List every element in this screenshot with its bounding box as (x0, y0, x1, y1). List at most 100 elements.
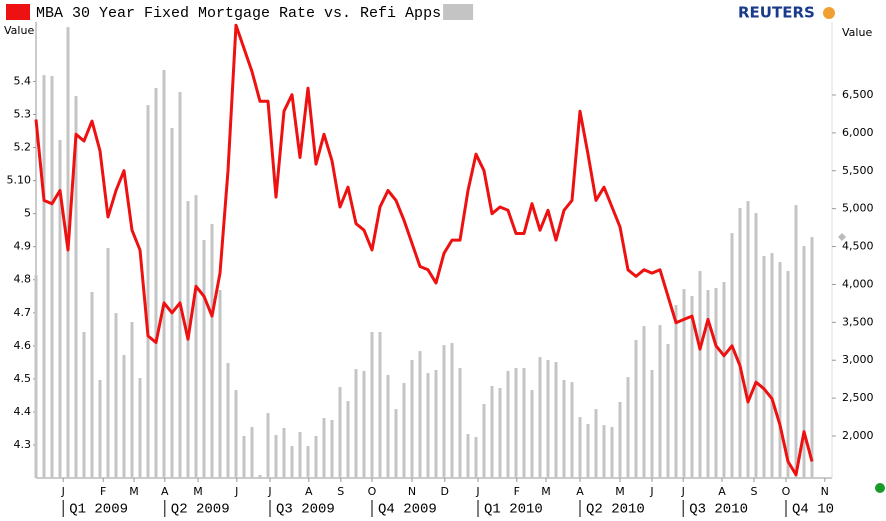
bar (274, 435, 278, 478)
x-tick-label: D (441, 485, 449, 498)
bar (506, 370, 510, 478)
x-tick-label: A (718, 485, 726, 498)
x-tick-label: J (649, 485, 653, 498)
bar (618, 401, 622, 478)
y-tick-label: 4.5 (14, 372, 32, 385)
bar (386, 375, 390, 478)
bar (218, 290, 222, 478)
bar (586, 424, 590, 478)
bar (498, 388, 502, 478)
bar (162, 69, 166, 478)
bar (50, 76, 54, 478)
quarter-label: Q4 10 (792, 502, 834, 518)
bar (682, 289, 686, 478)
bar (226, 363, 230, 478)
bar (602, 425, 606, 478)
bar (714, 288, 718, 478)
bar (370, 332, 374, 478)
brand-logo (823, 7, 835, 19)
x-tick-label: M (129, 485, 139, 498)
bar (178, 92, 182, 478)
bar (210, 224, 214, 478)
bar (146, 105, 150, 478)
bar (442, 345, 446, 478)
bar (194, 195, 198, 478)
bar (378, 332, 382, 478)
x-tick-label: N (408, 485, 416, 498)
x-tick-label: S (751, 485, 758, 498)
y-tick-label: 4.8 (14, 273, 32, 286)
bar (706, 290, 710, 478)
x-tick-label: M (541, 485, 551, 498)
x-tick-label: F (514, 485, 520, 498)
bar (594, 409, 598, 478)
x-tick-label: S (337, 485, 344, 498)
y-tick-label: 5.3 (14, 108, 32, 121)
bar (258, 474, 262, 478)
y-tick-label: 5 (24, 207, 31, 220)
bar (346, 401, 350, 478)
y2-tick-label: 2,500 (842, 391, 874, 404)
x-tick-label: F (100, 485, 106, 498)
y-tick-label: 4.3 (14, 438, 32, 451)
bar (554, 362, 558, 478)
bar (138, 378, 142, 478)
quarter-label: Q4 2009 (378, 502, 437, 518)
y-tick-label: 5.2 (14, 141, 32, 154)
bar (34, 275, 38, 478)
bar (410, 360, 414, 478)
bar (106, 248, 110, 478)
bar (794, 205, 798, 478)
y2-tick-label: 6,000 (842, 126, 874, 139)
chart-title: MBA 30 Year Fixed Mortgage Rate vs. Refi… (36, 5, 441, 22)
y-tick-label: 4.9 (14, 240, 32, 253)
bar (418, 351, 422, 478)
y2-tick-label: 6,500 (842, 88, 874, 101)
bar (122, 355, 126, 478)
bar (530, 390, 534, 478)
quarter-label: Q2 2009 (171, 502, 230, 518)
x-tick-label: A (576, 485, 584, 498)
quarter-label: Q2 2010 (586, 502, 645, 518)
quarter-label: Q3 2010 (689, 502, 748, 518)
bar (490, 385, 494, 478)
bar (154, 88, 158, 478)
quarter-label: Q3 2009 (276, 502, 335, 518)
bar (402, 383, 406, 478)
bar (730, 233, 734, 478)
bar (474, 437, 478, 478)
y2-tick-label: 2,000 (842, 429, 874, 442)
bar (610, 426, 614, 478)
bar (66, 27, 70, 478)
bar (698, 271, 702, 478)
bar (754, 213, 758, 478)
bar (690, 296, 694, 478)
legend-swatch (443, 4, 474, 20)
quarter-label: Q1 2010 (484, 502, 543, 518)
bar (746, 201, 750, 478)
x-tick-label: O (368, 485, 377, 498)
line (34, 23, 814, 477)
x-tick-label: N (821, 485, 829, 498)
bar (538, 357, 542, 478)
bar (242, 436, 246, 478)
bar (98, 380, 102, 478)
bar (810, 237, 814, 478)
bar (250, 426, 254, 478)
bar (82, 332, 86, 478)
bar (394, 409, 398, 478)
bar (74, 96, 78, 479)
marker (838, 233, 846, 241)
indicator (875, 483, 885, 493)
bar (130, 322, 134, 478)
bar (42, 75, 46, 478)
bar (514, 368, 518, 478)
bar (362, 370, 366, 478)
bar (778, 262, 782, 478)
y2-axis-label: Value (842, 26, 872, 39)
bar (482, 404, 486, 478)
bar (786, 271, 790, 478)
y2-tick-label: 4,000 (842, 277, 874, 290)
